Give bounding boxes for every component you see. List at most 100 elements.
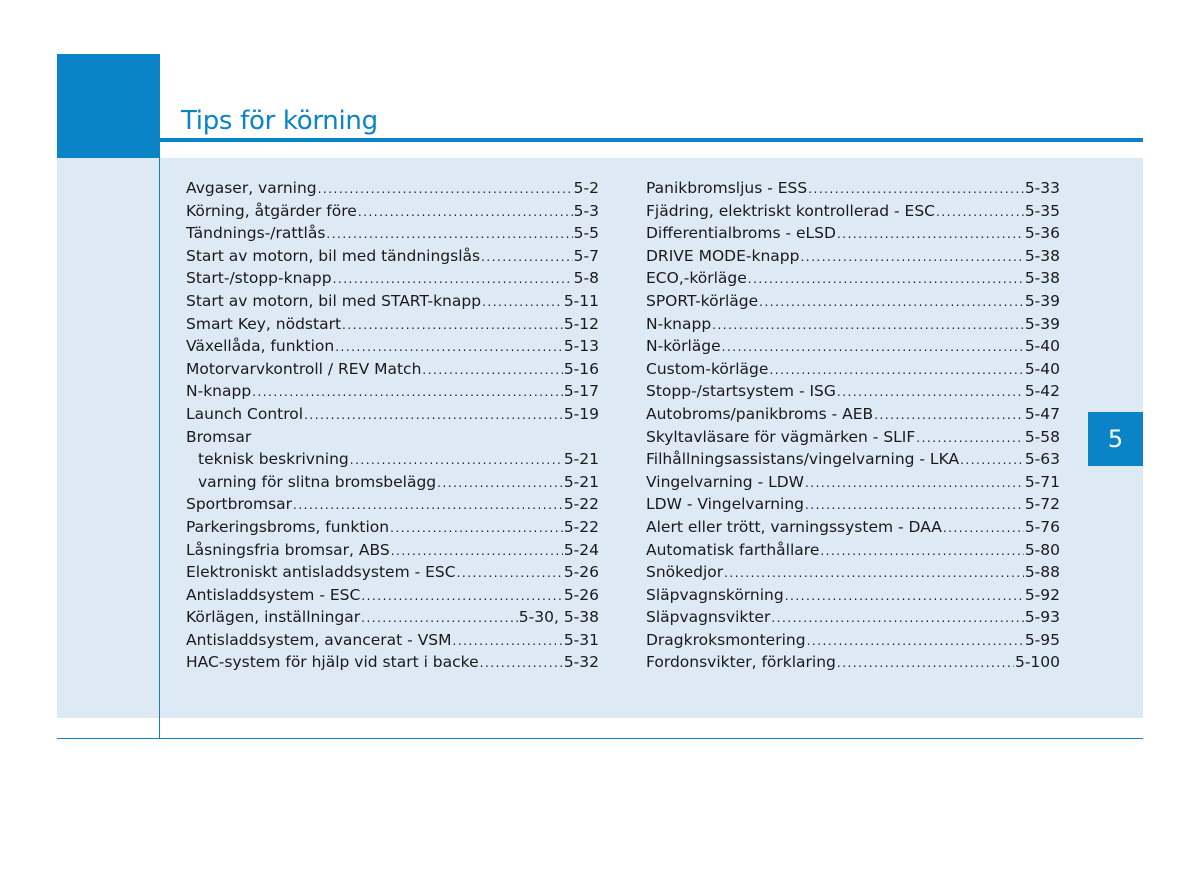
index-entry[interactable]: Elektroniskt antisladdsystem - ESC 5-26 xyxy=(186,561,599,584)
index-entry-page: 5-8 xyxy=(573,269,599,288)
index-entry[interactable]: Vingelvarning - LDW 5-71 xyxy=(646,471,1060,494)
index-entry-page: 5-95 xyxy=(1024,630,1060,649)
index-entry-page: 5-19 xyxy=(563,404,599,423)
index-entry-label: ECO,-körläge xyxy=(646,269,747,288)
dot-leader xyxy=(342,314,563,337)
index-entry[interactable]: Parkeringsbroms, funktion 5-22 xyxy=(186,516,599,539)
dot-leader xyxy=(326,223,572,246)
index-entry[interactable]: LDW - Vingelvarning 5-72 xyxy=(646,493,1060,516)
index-entry[interactable]: Fjädring, elektriskt kontrollerad - ESC 5… xyxy=(646,200,1060,223)
dot-leader xyxy=(805,472,1024,495)
index-entry[interactable]: Avgaser, varning 5-2 xyxy=(186,177,599,200)
index-entry-page: 5-92 xyxy=(1024,585,1060,604)
index-entry-label: Släpvagnsvikter xyxy=(646,608,771,627)
dot-leader xyxy=(391,540,563,563)
index-entry[interactable]: Launch Control 5-19 xyxy=(186,403,599,426)
dot-leader xyxy=(936,201,1024,224)
index-entry[interactable]: Start-/stopp-knapp 5-8 xyxy=(186,267,599,290)
index-entry-label: Elektroniskt antisladdsystem - ESC xyxy=(186,563,456,582)
index-entry-page: 5-38 xyxy=(1024,246,1060,265)
dot-leader xyxy=(361,607,518,630)
index-entry-label: Skyltavläsare för vägmärken - SLIF xyxy=(646,427,916,446)
dot-leader xyxy=(759,291,1024,314)
dot-leader xyxy=(457,562,563,585)
index-entry-label: Filhållningsassistans/vingelvarning - LK… xyxy=(646,450,960,469)
dot-leader xyxy=(453,630,563,653)
index-entry[interactable]: Dragkroksmontering 5-95 xyxy=(646,629,1060,652)
index-entry-label: Differentialbroms - eLSD xyxy=(646,224,836,243)
side-strip xyxy=(57,158,159,718)
dot-leader xyxy=(293,494,563,517)
index-entry-label: Sportbromsar xyxy=(186,495,293,514)
index-entry[interactable]: Smart Key, nödstart 5-12 xyxy=(186,313,599,336)
index-entry[interactable]: N-körläge 5-40 xyxy=(646,335,1060,358)
index-entry-page: 5-72 xyxy=(1024,495,1060,514)
index-entry[interactable]: Snökedjor 5-88 xyxy=(646,561,1060,584)
index-entry-page: 5-26 xyxy=(563,585,599,604)
index-entry[interactable]: SPORT-körläge 5-39 xyxy=(646,290,1060,313)
index-entry[interactable]: N-knapp 5-17 xyxy=(186,380,599,403)
index-entry[interactable]: Fordonsvikter, förklaring 5-100 xyxy=(646,651,1060,674)
index-entry[interactable]: Automatisk farthållare 5-80 xyxy=(646,539,1060,562)
index-entry[interactable]: Start av motorn, bil med tändningslås 5-7 xyxy=(186,245,599,268)
index-entry[interactable]: Antisladdsystem, avancerat - VSM 5-31 xyxy=(186,629,599,652)
index-entry-page: 5-76 xyxy=(1024,517,1060,536)
index-entry[interactable]: Släpvagnskörning 5-92 xyxy=(646,584,1060,607)
dot-leader xyxy=(800,246,1023,269)
index-entry[interactable]: Tändnings-/rattlås 5-5 xyxy=(186,222,599,245)
index-entry[interactable]: Körlägen, inställningar 5-30, 5-38 xyxy=(186,606,599,629)
index-entry[interactable]: Custom-körläge 5-40 xyxy=(646,358,1060,381)
index-entry-label: Snökedjor xyxy=(646,563,724,582)
index-entry[interactable]: ECO,-körläge 5-38 xyxy=(646,267,1060,290)
index-entry[interactable]: Låsningsfria bromsar, ABS 5-24 xyxy=(186,539,599,562)
index-entry-label: Alert eller trött, varningssystem - DAA xyxy=(646,517,942,536)
dot-leader xyxy=(480,652,563,675)
index-heading[interactable]: Bromsar xyxy=(186,426,599,449)
index-entry[interactable]: Släpvagnsvikter 5-93 xyxy=(646,606,1060,629)
index-entry-label: Vingelvarning - LDW xyxy=(646,472,804,491)
index-entry-label: Parkeringsbroms, funktion xyxy=(186,517,390,536)
index-entry-label: teknisk beskrivning xyxy=(198,450,349,469)
index-entry[interactable]: varning för slitna bromsbelägg 5-21 xyxy=(186,471,599,494)
index-entry-label: Launch Control xyxy=(186,404,304,423)
index-entry[interactable]: Skyltavläsare för vägmärken - SLIF 5-58 xyxy=(646,426,1060,449)
index-entry-page: 5-21 xyxy=(563,472,599,491)
index-entry[interactable]: HAC-system för hjälp vid start i backe 5-… xyxy=(186,651,599,674)
index-entry[interactable]: N-knapp 5-39 xyxy=(646,313,1060,336)
index-entry[interactable]: Körning, åtgärder före 5-3 xyxy=(186,200,599,223)
index-entry[interactable]: Motorvarvkontroll / REV Match 5-16 xyxy=(186,358,599,381)
index-entry-label: N-knapp xyxy=(186,382,252,401)
index-entry-label: Dragkroksmontering xyxy=(646,630,806,649)
index-entry[interactable]: Antisladdsystem - ESC 5-26 xyxy=(186,584,599,607)
index-entry-label: Fordonsvikter, förklaring xyxy=(646,653,836,672)
index-entry[interactable]: Alert eller trött, varningssystem - DAA 5… xyxy=(646,516,1060,539)
index-entry[interactable]: Filhållningsassistans/vingelvarning - LK… xyxy=(646,448,1060,471)
index-entry[interactable]: Växellåda, funktion 5-13 xyxy=(186,335,599,358)
index-entry[interactable]: Start av motorn, bil med START-knapp 5-11 xyxy=(186,290,599,313)
dot-leader xyxy=(771,607,1023,630)
index-entry[interactable]: Sportbromsar 5-22 xyxy=(186,493,599,516)
index-entry[interactable]: Differentialbroms - eLSD 5-36 xyxy=(646,222,1060,245)
index-entry-label: Avgaser, varning xyxy=(186,179,317,197)
dot-leader xyxy=(943,517,1024,540)
dot-leader xyxy=(304,404,563,427)
chapter-tab[interactable]: 5 xyxy=(1088,412,1143,466)
index-entry[interactable]: teknisk beskrivning 5-21 xyxy=(186,448,599,471)
index-entry-label: Släpvagnskörning xyxy=(646,585,784,604)
dot-leader xyxy=(769,359,1023,382)
index-entry[interactable]: Stopp-/startsystem - ISG 5-42 xyxy=(646,380,1060,403)
index-entry[interactable]: Panikbromsljus - ESS 5-33 xyxy=(646,177,1060,200)
index-entry-page: 5-2 xyxy=(573,179,599,197)
index-entry-page: 5-30, 5-38 xyxy=(518,608,599,627)
index-entry-label: Automatisk farthållare xyxy=(646,540,820,559)
index-entry-label: Stopp-/startsystem - ISG xyxy=(646,382,836,401)
index-entry[interactable]: Autobroms/panikbroms - AEB 5-47 xyxy=(646,403,1060,426)
index-entry[interactable]: DRIVE MODE-knapp 5-38 xyxy=(646,245,1060,268)
footer-rule xyxy=(57,738,1143,739)
dot-leader xyxy=(808,178,1024,201)
index-entry-page: 5-21 xyxy=(563,450,599,469)
index-entry-label: LDW - Vingelvarning xyxy=(646,495,804,514)
index-entry-label: Start-/stopp-knapp xyxy=(186,269,332,288)
index-entry-label: Autobroms/panikbroms - AEB xyxy=(646,404,874,423)
dot-leader xyxy=(960,449,1024,472)
